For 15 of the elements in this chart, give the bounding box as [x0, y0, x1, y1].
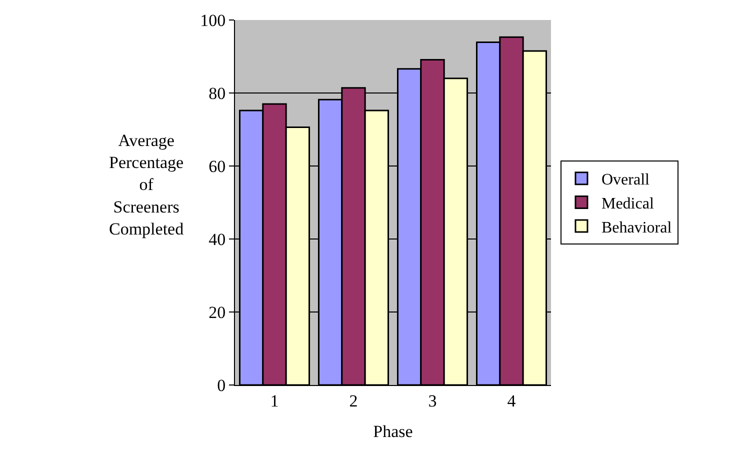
y-tick-label: 80: [208, 84, 226, 103]
legend-label: Behavioral: [601, 219, 672, 236]
x-tick-label: 4: [507, 391, 516, 410]
y-tick-label: 60: [208, 156, 226, 176]
legend-label: Medical: [601, 195, 654, 212]
y-axis-title: Average Percentage of Screeners Completed: [109, 131, 184, 238]
legend-label: Overall: [601, 172, 650, 189]
y-tick-label: 20: [208, 302, 226, 322]
x-tick-label: 1: [270, 391, 279, 410]
x-axis-title: Phase: [373, 422, 413, 441]
y-tick-label: 100: [200, 10, 226, 30]
x-tick-label: 3: [428, 391, 437, 410]
x-tick-label: 2: [349, 391, 358, 410]
y-tick-label: 40: [208, 230, 226, 249]
y-tick-label: 0: [217, 376, 226, 395]
